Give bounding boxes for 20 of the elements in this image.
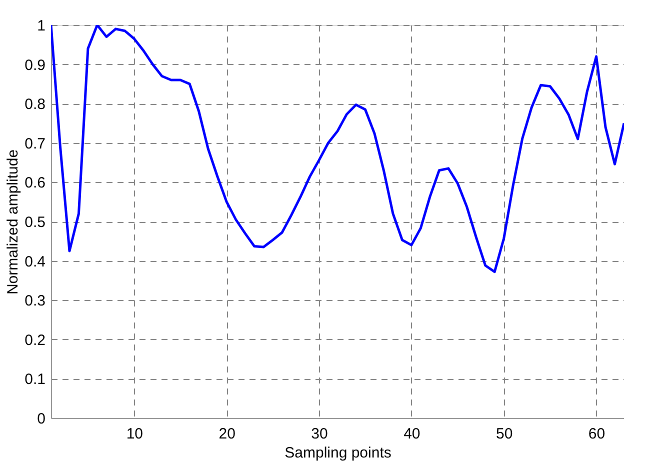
y-tick-label: 0.7 xyxy=(24,135,46,152)
y-tick-label: 0.9 xyxy=(24,56,46,74)
x-tick-label: 20 xyxy=(218,426,236,442)
y-tick-label: 0.3 xyxy=(24,292,46,310)
x-tick-label: 10 xyxy=(126,426,144,442)
x-tick-label: 30 xyxy=(311,426,328,442)
y-tick-label: 1 xyxy=(37,18,46,34)
y-tick-label: 0.8 xyxy=(24,96,46,114)
y-tick-label: 0.5 xyxy=(24,214,46,231)
x-axis-title: Sampling points xyxy=(284,444,392,462)
y-axis-title: Normalized amplitude xyxy=(4,149,22,295)
x-tick-label: 50 xyxy=(496,426,513,442)
y-tick-label: 0.1 xyxy=(24,371,46,388)
y-tick-label: 0.2 xyxy=(24,332,46,349)
x-tick-label: 40 xyxy=(404,426,420,442)
y-tick-label: 0 xyxy=(37,410,46,428)
x-tick-label: 60 xyxy=(588,426,606,442)
y-tick-label: 0.4 xyxy=(24,253,46,270)
line-series xyxy=(51,25,624,274)
y-tick-label: 0.6 xyxy=(24,174,46,192)
